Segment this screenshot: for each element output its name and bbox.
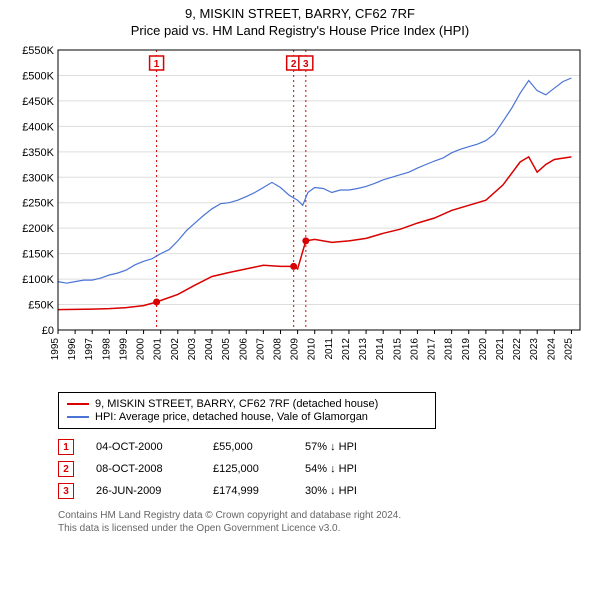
svg-text:2000: 2000 [136,338,147,361]
svg-text:1: 1 [154,59,160,70]
svg-text:3: 3 [303,59,309,70]
footnote-line: Contains HM Land Registry data © Crown c… [58,509,590,522]
svg-text:£500K: £500K [22,70,54,82]
svg-text:2008: 2008 [272,338,283,361]
svg-text:1999: 1999 [118,338,129,361]
svg-text:1998: 1998 [101,338,112,361]
chart-subtitle: Price paid vs. HM Land Registry's House … [10,23,590,38]
svg-text:1995: 1995 [50,338,61,361]
svg-text:2017: 2017 [427,338,438,361]
svg-text:2015: 2015 [392,338,403,361]
legend-item: HPI: Average price, detached house, Vale… [67,411,427,423]
legend-item: 9, MISKIN STREET, BARRY, CF62 7RF (detac… [67,398,427,410]
svg-text:£250K: £250K [22,198,54,210]
svg-text:2023: 2023 [529,338,540,361]
svg-text:£50K: £50K [28,300,54,312]
legend-swatch [67,403,89,405]
svg-text:2011: 2011 [324,338,335,360]
svg-text:£400K: £400K [22,121,54,133]
svg-text:2012: 2012 [341,338,352,361]
svg-text:£300K: £300K [22,172,54,184]
svg-text:2013: 2013 [358,338,369,361]
event-row: 1 04-OCT-2000 £55,000 57% ↓ HPI [58,439,590,455]
svg-text:2021: 2021 [495,338,506,361]
svg-text:2014: 2014 [375,338,386,361]
event-date: 26-JUN-2009 [96,485,191,497]
svg-text:2024: 2024 [546,338,557,361]
svg-text:£150K: £150K [22,249,54,261]
event-price: £174,999 [213,485,283,497]
svg-text:£350K: £350K [22,147,54,159]
chart-plot: £0 £50K £100K £150K £200K £250K £300K £350K £400… [10,44,590,384]
svg-text:£450K: £450K [22,96,54,108]
event-date: 04-OCT-2000 [96,441,191,453]
svg-text:2006: 2006 [238,338,249,361]
svg-text:2004: 2004 [204,338,215,361]
svg-text:2019: 2019 [461,338,472,361]
event-marker: 1 [58,439,74,455]
event-date: 08-OCT-2008 [96,463,191,475]
svg-text:2: 2 [291,59,297,70]
svg-text:2010: 2010 [307,338,318,361]
svg-text:2018: 2018 [444,338,455,361]
event-price: £125,000 [213,463,283,475]
event-row: 2 08-OCT-2008 £125,000 54% ↓ HPI [58,461,590,477]
legend-label: 9, MISKIN STREET, BARRY, CF62 7RF (detac… [95,398,378,410]
svg-text:2003: 2003 [187,338,198,361]
event-marker: 3 [58,483,74,499]
svg-text:2025: 2025 [563,338,574,361]
event-price: £55,000 [213,441,283,453]
event-delta: 30% ↓ HPI [305,485,357,497]
svg-text:2007: 2007 [255,338,266,361]
svg-text:£200K: £200K [22,223,54,235]
legend: 9, MISKIN STREET, BARRY, CF62 7RF (detac… [58,392,436,429]
footnote-line: This data is licensed under the Open Gov… [58,522,590,535]
svg-text:2009: 2009 [290,338,301,361]
event-list: 1 04-OCT-2000 £55,000 57% ↓ HPI 2 08-OCT-2008… [58,439,590,499]
svg-text:£100K: £100K [22,274,54,286]
svg-text:2016: 2016 [409,338,420,361]
footnote: Contains HM Land Registry data © Crown c… [58,509,590,535]
legend-swatch [67,416,89,418]
svg-text:2005: 2005 [221,338,232,361]
svg-text:1997: 1997 [84,338,95,361]
event-marker: 2 [58,461,74,477]
event-delta: 57% ↓ HPI [305,441,357,453]
svg-text:1996: 1996 [67,338,78,361]
svg-text:2020: 2020 [478,338,489,361]
svg-text:2001: 2001 [153,338,164,361]
legend-label: HPI: Average price, detached house, Vale… [95,411,368,423]
event-delta: 54% ↓ HPI [305,463,357,475]
chart-title: 9, MISKIN STREET, BARRY, CF62 7RF [10,6,590,21]
svg-text:2022: 2022 [512,338,523,361]
event-row: 3 26-JUN-2009 £174,999 30% ↓ HPI [58,483,590,499]
svg-text:£0: £0 [42,325,54,337]
svg-text:2002: 2002 [170,338,181,361]
svg-text:£550K: £550K [22,45,54,57]
